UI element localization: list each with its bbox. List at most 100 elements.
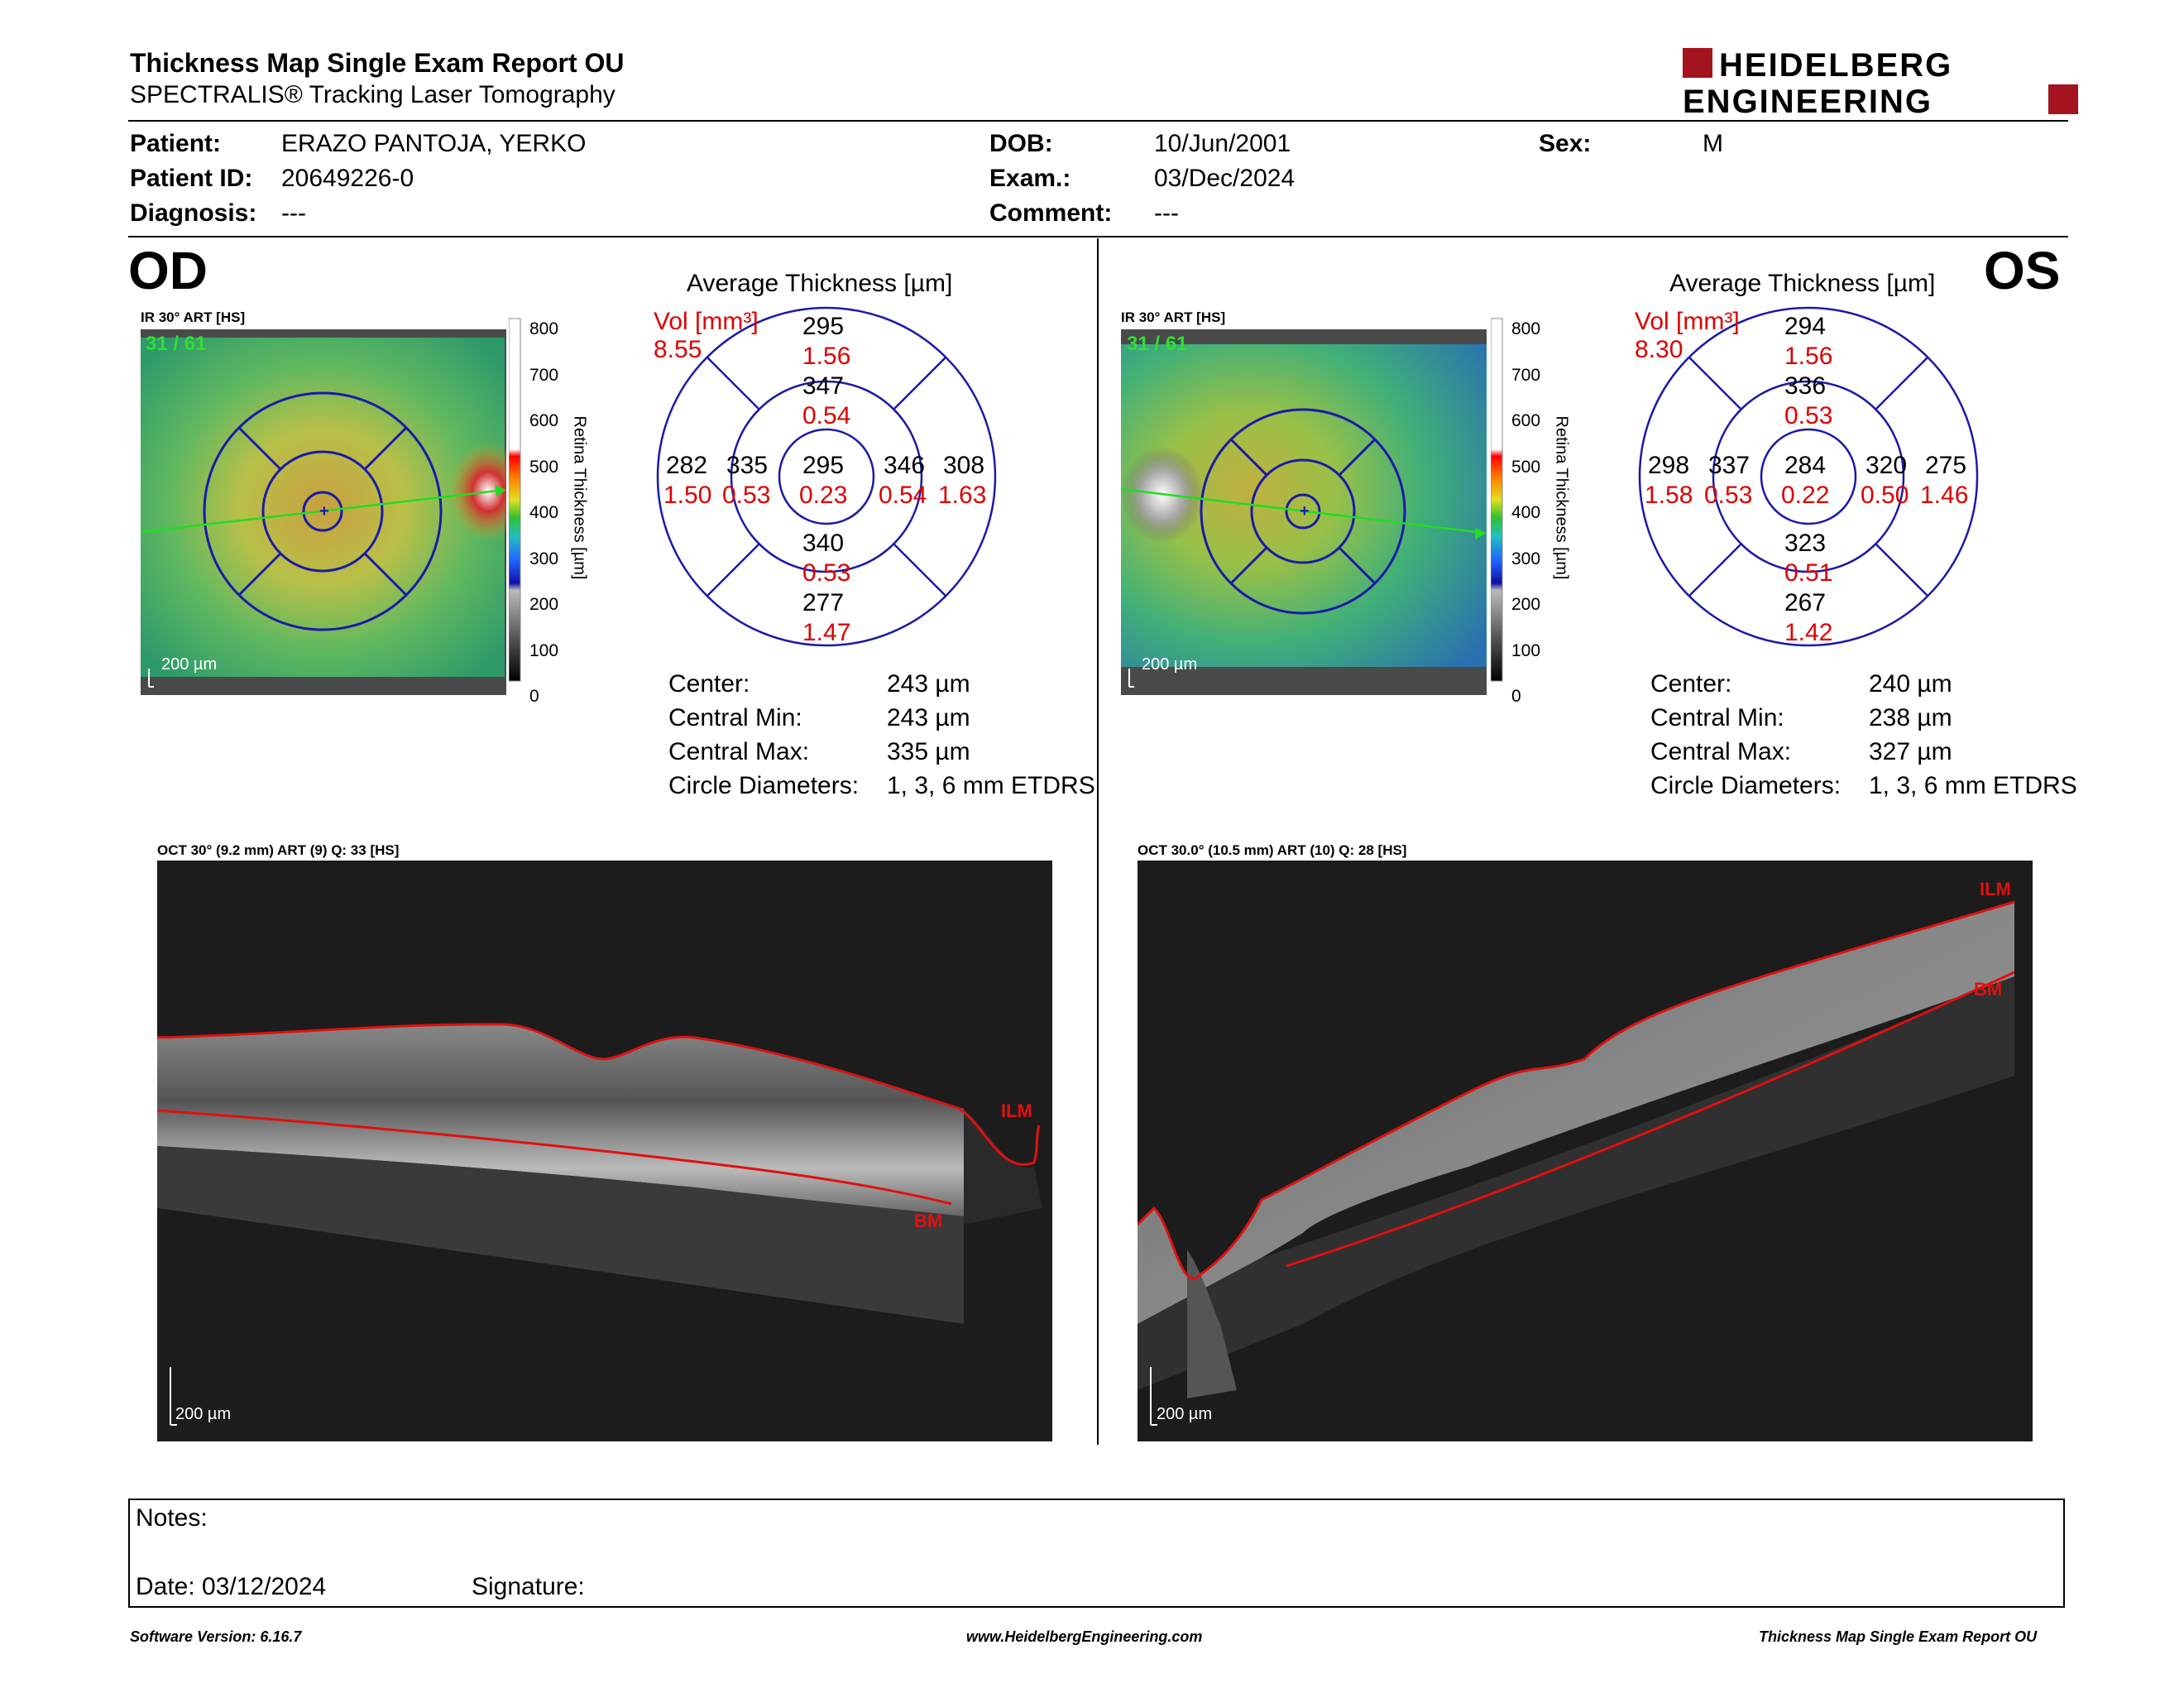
od-outer-bottom-vol: 1.47: [802, 619, 851, 646]
report-subtitle: SPECTRALIS® Tracking Laser Tomography: [130, 81, 615, 108]
patient-id-value: 20649226-0: [281, 165, 414, 192]
od-inner-right-vol: 0.54: [879, 482, 927, 509]
notes-label: Notes:: [136, 1504, 208, 1532]
dob-value: 10/Jun/2001: [1154, 130, 1291, 157]
od-vol-value: 8.55: [654, 336, 702, 363]
od-center-value: 243 µm: [887, 670, 970, 698]
os-center: 284: [1784, 452, 1827, 479]
cbar-tick: 200: [529, 595, 559, 614]
os-outer-bottom: 267: [1784, 589, 1827, 616]
cbar-tick: 200: [1511, 595, 1541, 614]
od-oct-bscan: [157, 861, 1052, 1441]
os-vol-value: 8.30: [1635, 336, 1684, 363]
os-outer-left: 298: [1648, 452, 1690, 479]
od-diam-value: 1, 3, 6 mm ETDRS: [887, 772, 1095, 799]
os-inner-right-vol: 0.50: [1861, 482, 1909, 509]
od-center-vol: 0.23: [799, 482, 848, 509]
od-avg-title: Average Thickness [µm]: [687, 270, 953, 297]
os-ilm-label: ILM: [1980, 879, 2011, 899]
od-colorbar-ticks: 800 700 600 500 400 300 200 100 0: [529, 306, 558, 720]
od-etdrs-grid: [656, 306, 997, 647]
cbar-tick: 300: [1511, 549, 1541, 568]
od-fundus-map: +: [141, 329, 506, 695]
od-outer-top-vol: 1.56: [802, 343, 851, 370]
os-colorbar: [1491, 318, 1503, 682]
od-inner-bottom: 340: [802, 530, 845, 557]
patient-label: Patient:: [130, 130, 222, 157]
os-oct-scale: 200 µm: [1157, 1405, 1213, 1423]
footer-software: Software Version: 6.16.7: [130, 1628, 302, 1645]
diagnosis-value: ---: [281, 199, 306, 227]
od-inner-left-vol: 0.53: [722, 482, 771, 509]
os-fundus-map: +: [1121, 329, 1487, 695]
os-min-value: 238 µm: [1869, 704, 1952, 731]
od-min-value: 243 µm: [887, 704, 970, 731]
exam-value: 03/Dec/2024: [1154, 165, 1296, 192]
sex-label: Sex:: [1539, 130, 1592, 157]
logo-line2: ENGINEERING: [1683, 84, 1933, 116]
od-vol-label: Vol [mm³]: [654, 308, 759, 335]
cbar-tick: 800: [1511, 319, 1541, 338]
od-inner-top-vol: 0.54: [802, 402, 851, 429]
notes-signature: Signature:: [472, 1573, 585, 1600]
cbar-tick: 400: [1511, 503, 1541, 522]
notes-date: Date: 03/12/2024: [136, 1573, 327, 1600]
od-colorbar: [509, 318, 521, 682]
od-inner-top: 347: [802, 372, 845, 400]
os-outer-right: 275: [1925, 452, 1967, 479]
od-ilm-label: ILM: [1001, 1101, 1032, 1121]
od-diam-label: Circle Diameters:: [668, 772, 860, 799]
od-inner-bottom-vol: 0.53: [802, 559, 851, 587]
os-ir-caption: IR 30° ART [HS]: [1121, 309, 1226, 325]
os-frames-counter: 31 / 61: [1127, 333, 1188, 355]
cbar-tick: 600: [1511, 411, 1541, 430]
od-outer-bottom: 277: [802, 589, 845, 616]
os-center-value: 240 µm: [1869, 670, 1952, 698]
od-oct-scale: 200 µm: [175, 1405, 232, 1423]
od-ir-caption: IR 30° ART [HS]: [141, 309, 246, 325]
cbar-tick: 100: [1511, 640, 1541, 660]
od-oct-caption: OCT 30° (9.2 mm) ART (9) Q: 33 [HS]: [157, 842, 400, 858]
os-oct-bscan: [1138, 861, 2033, 1441]
od-center: 295: [802, 452, 845, 479]
cbar-tick: 700: [1511, 365, 1541, 385]
comment-value: ---: [1154, 199, 1179, 227]
od-outer-left-vol: 1.50: [663, 482, 712, 509]
patient-value: ERAZO PANTOJA, YERKO: [281, 130, 587, 157]
footer-url[interactable]: www.HeidelbergEngineering.com: [966, 1628, 1203, 1645]
os-outer-right-vol: 1.46: [1920, 482, 1969, 509]
os-etdrs-grid: [1638, 306, 1979, 647]
os-colorbar-label: Retina Thickness [µm]: [1552, 415, 1571, 580]
od-inner-right: 346: [884, 452, 926, 479]
cbar-tick: 700: [529, 365, 559, 385]
os-inner-top: 336: [1784, 372, 1827, 400]
os-outer-bottom-vol: 1.42: [1784, 619, 1833, 646]
svg-text:+: +: [319, 502, 329, 520]
cbar-tick: 400: [529, 503, 559, 522]
os-inner-right: 320: [1866, 452, 1908, 479]
os-inner-left-vol: 0.53: [1704, 482, 1753, 509]
os-outer-left-vol: 1.58: [1645, 482, 1693, 509]
os-center-label: Center:: [1650, 670, 1732, 698]
cbar-tick: 0: [1511, 687, 1521, 706]
footer-report: Thickness Map Single Exam Report OU: [1759, 1628, 2038, 1645]
cbar-tick: 100: [529, 640, 559, 660]
od-outer-left: 282: [666, 452, 708, 479]
od-max-value: 335 µm: [887, 738, 970, 765]
od-outer-right-vol: 1.63: [938, 482, 987, 509]
cbar-tick: 0: [529, 687, 539, 706]
os-inner-top-vol: 0.53: [1784, 402, 1833, 429]
od-colorbar-label: Retina Thickness [µm]: [570, 415, 589, 580]
od-frames-counter: 31 / 61: [146, 333, 207, 355]
logo-line1: HEIDELBERG: [1719, 47, 1952, 84]
patient-id-label: Patient ID:: [130, 165, 253, 192]
exam-label: Exam.:: [989, 165, 1071, 192]
cbar-tick: 300: [529, 549, 559, 568]
os-outer-top-vol: 1.56: [1784, 343, 1833, 370]
cbar-tick: 600: [529, 411, 559, 430]
dob-label: DOB:: [989, 130, 1053, 157]
os-vol-label: Vol [mm³]: [1635, 308, 1740, 335]
notes-box[interactable]: [128, 1499, 2065, 1608]
os-min-label: Central Min:: [1650, 704, 1784, 731]
patient-divider: [128, 236, 2068, 237]
